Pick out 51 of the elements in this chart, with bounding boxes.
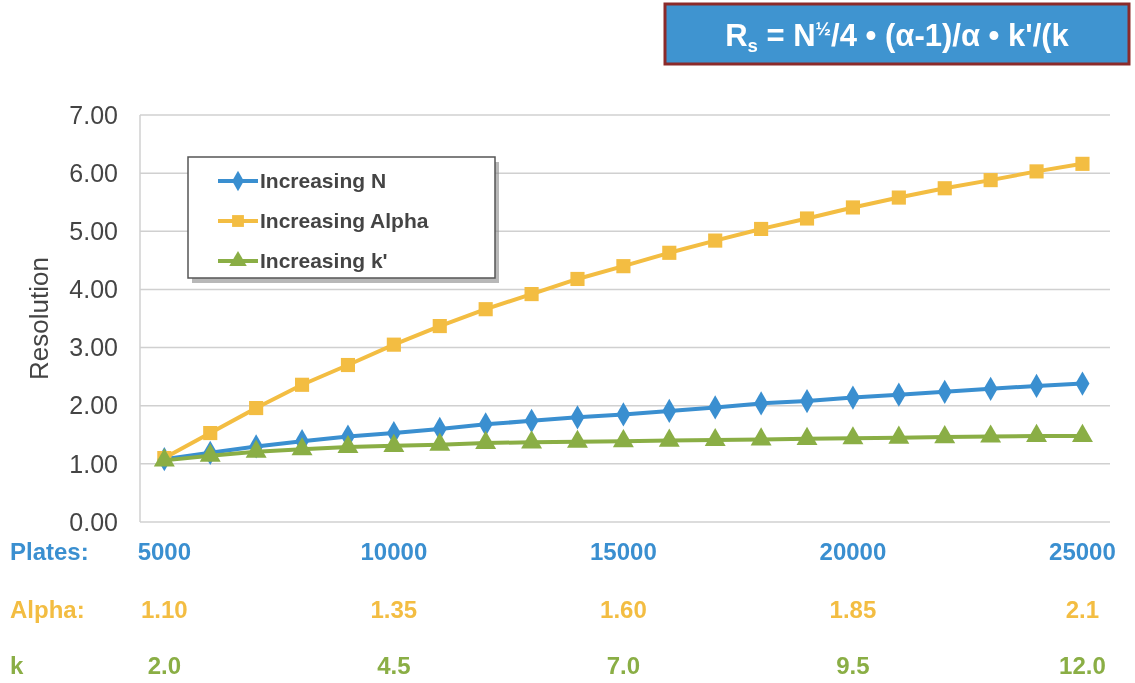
x-tick-label: 20000 — [819, 538, 887, 565]
point — [203, 425, 218, 441]
x2-tick-label: 1.85 — [829, 596, 877, 623]
point — [249, 400, 264, 416]
y-axis-title: Resolution — [24, 257, 54, 380]
text: 7.0 — [606, 652, 641, 679]
x2-tick-label: 2.1 — [1065, 596, 1100, 623]
legend-label: Increasing Alpha — [260, 209, 429, 233]
point — [524, 287, 539, 302]
point — [478, 302, 493, 317]
x-tick-label: 5000 — [137, 538, 192, 565]
x2-axis-title: Alpha: — [10, 596, 85, 623]
point — [937, 181, 952, 196]
y-tick-label: 4.00 — [69, 275, 118, 304]
point — [386, 337, 401, 352]
point — [570, 271, 585, 287]
y-tick-label: 6.00 — [69, 158, 118, 187]
y-tick-label: 1.00 — [69, 449, 118, 478]
x-tick-label: 10000 — [360, 538, 428, 565]
text: 4.5 — [377, 652, 411, 679]
point — [708, 233, 723, 248]
text: 12.0 — [1059, 652, 1106, 679]
x2-tick-label: 1.60 — [600, 596, 647, 623]
text: 2.0 — [147, 652, 182, 679]
y-tick-label: 2.00 — [69, 391, 118, 420]
point — [340, 357, 356, 373]
point — [294, 377, 310, 392]
point — [1075, 156, 1090, 171]
point — [799, 211, 815, 226]
legend-label: Increasing k' — [260, 249, 388, 273]
point — [983, 173, 998, 188]
x2-tick-label: 1.35 — [370, 596, 418, 623]
text: 9.5 — [836, 652, 870, 679]
point — [662, 245, 677, 260]
x-tick-label: 15000 — [590, 538, 657, 565]
point — [432, 318, 447, 334]
y-tick-label: 5.00 — [69, 217, 118, 246]
x-axis-title: Plates: — [10, 538, 89, 565]
y-tick-label: 3.00 — [69, 333, 118, 362]
y-tick-label: 0.00 — [69, 507, 118, 536]
text: k — [10, 652, 24, 679]
point — [1029, 164, 1044, 179]
text: R$_{s}$ = N$^{½}$/4 • (α-1)/α • k'/(k — [725, 17, 1070, 56]
point — [845, 200, 860, 215]
legend-label: Increasing N — [260, 169, 387, 193]
y-tick-label: 7.00 — [69, 100, 118, 129]
point — [891, 190, 906, 205]
x-tick-label: 25000 — [1049, 538, 1116, 565]
x2-tick-label: 1.10 — [140, 596, 188, 623]
point — [616, 259, 631, 274]
point — [754, 221, 769, 237]
